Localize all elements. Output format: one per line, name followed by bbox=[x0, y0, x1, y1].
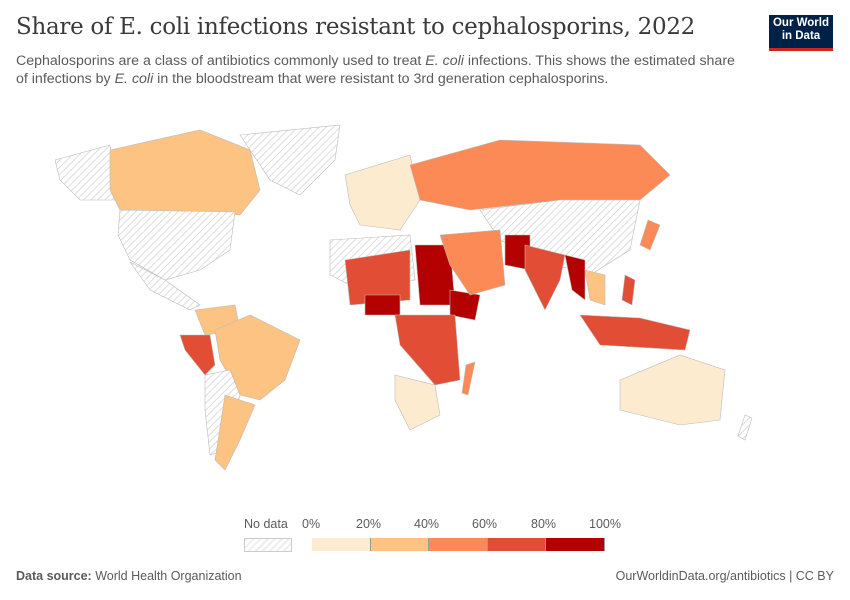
subtitle-italic: E. coli bbox=[114, 71, 154, 87]
legend-tick: 20% bbox=[356, 517, 382, 531]
page-title: Share of E. coli infections resistant to… bbox=[16, 14, 696, 40]
data-source: Data source: World Health Organization bbox=[16, 569, 242, 583]
region-southern-africa[interactable] bbox=[394, 374, 441, 431]
region-japan[interactable] bbox=[639, 219, 661, 251]
legend-tick: 60% bbox=[472, 517, 498, 531]
region-brazil[interactable] bbox=[214, 314, 301, 401]
legend-no-data-label: No data bbox=[244, 517, 288, 531]
region-central-africa[interactable] bbox=[394, 314, 461, 386]
region-canada[interactable] bbox=[109, 129, 261, 216]
subtitle-text: infections. This shows the estimated sha… bbox=[16, 53, 735, 87]
region-india[interactable] bbox=[524, 244, 566, 311]
world-map[interactable] bbox=[0, 110, 850, 510]
region-australia[interactable] bbox=[619, 354, 726, 426]
region-usa[interactable] bbox=[117, 209, 236, 281]
legend-bin[interactable] bbox=[546, 538, 605, 551]
source-label: Data source: bbox=[16, 569, 92, 583]
subtitle-italic: E. coli bbox=[425, 53, 464, 69]
region-argentina[interactable] bbox=[214, 394, 256, 471]
legend-tick: 80% bbox=[531, 517, 557, 531]
region-new-zealand[interactable] bbox=[737, 414, 753, 441]
region-philippines[interactable] bbox=[621, 274, 636, 306]
legend-tick: 0% bbox=[302, 517, 321, 531]
logo-line: Our World bbox=[772, 17, 829, 29]
logo-line: in Data bbox=[781, 30, 821, 42]
region-myanmar[interactable] bbox=[564, 254, 586, 301]
subtitle: Cephalosporins are a class of antibiotic… bbox=[16, 52, 736, 88]
legend-tick: 100% bbox=[589, 517, 621, 531]
legend-bin[interactable] bbox=[429, 538, 488, 551]
region-west-africa[interactable] bbox=[344, 249, 411, 306]
region-russia[interactable] bbox=[409, 139, 671, 211]
region-nigeria[interactable] bbox=[364, 294, 401, 316]
owid-logo[interactable]: Our World in Data bbox=[769, 15, 833, 51]
region-peru[interactable] bbox=[179, 334, 216, 376]
legend-no-data-swatch bbox=[244, 538, 292, 552]
subtitle-text: Cephalosporins are a class of antibiotic… bbox=[16, 53, 426, 69]
region-mexico-central[interactable] bbox=[129, 261, 201, 311]
legend-bin[interactable] bbox=[487, 538, 546, 551]
subtitle-text: in the bloodstream that were resistant t… bbox=[153, 71, 609, 87]
source-name: World Health Organization bbox=[95, 569, 242, 583]
region-indonesia[interactable] bbox=[579, 314, 691, 351]
legend-tick: 40% bbox=[414, 517, 440, 531]
region-madagascar[interactable] bbox=[461, 361, 476, 396]
source-link[interactable]: OurWorldinData.org/antibiotics | CC BY bbox=[615, 569, 834, 583]
region-southeast-asia[interactable] bbox=[584, 269, 606, 306]
region-alaska[interactable] bbox=[54, 144, 116, 201]
legend-bin[interactable] bbox=[312, 538, 371, 551]
legend-bin[interactable] bbox=[370, 538, 429, 551]
region-middle-east[interactable] bbox=[439, 229, 506, 296]
region-europe[interactable] bbox=[344, 154, 421, 231]
